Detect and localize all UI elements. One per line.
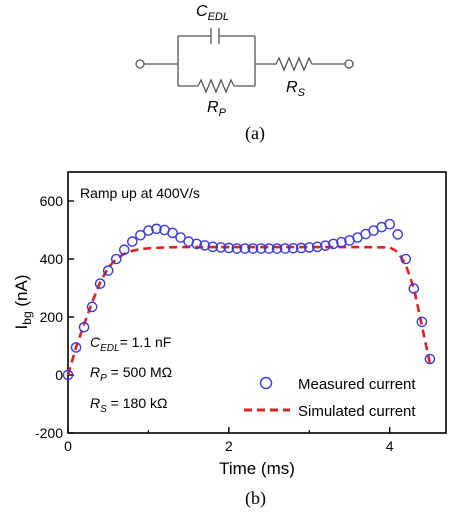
y-ticks: -200 0 200 400 600 <box>35 193 74 441</box>
measured-point <box>231 243 243 254</box>
rs-label: RS <box>286 79 306 99</box>
measured-point <box>135 229 146 241</box>
right-terminal <box>344 59 354 69</box>
measured-point <box>94 278 106 289</box>
param-rs: RS = 180 kΩ <box>90 395 167 415</box>
resistor-rs <box>255 56 345 72</box>
legend-measured-marker <box>259 376 273 390</box>
resistor-rp <box>178 78 255 94</box>
legend: Measured current Simulated current <box>244 376 416 420</box>
measured-series <box>62 218 436 381</box>
rp-label: RP <box>207 99 227 119</box>
measured-point <box>424 353 436 365</box>
measured-point <box>175 232 186 243</box>
legend-simulated-label: Simulated current <box>298 403 416 420</box>
measured-point <box>287 242 299 254</box>
measured-point <box>199 240 211 251</box>
param-rp: RP = 500 MΩ <box>90 364 172 384</box>
legend-measured-label: Measured current <box>298 376 416 393</box>
measured-point <box>167 227 178 239</box>
measured-point <box>384 218 396 230</box>
measured-point <box>320 240 331 251</box>
x-axis-label: Time (ms) <box>219 459 295 478</box>
y-tick-label: 200 <box>40 309 64 325</box>
left-terminal <box>135 59 145 69</box>
plot-frame <box>67 171 447 434</box>
measured-point <box>247 243 259 254</box>
measured-point <box>215 242 227 253</box>
caption-a: (a) <box>245 123 265 144</box>
circuit-diagram <box>135 28 354 94</box>
measured-point <box>416 316 428 328</box>
y-tick-label: 600 <box>40 193 64 209</box>
measured-point <box>263 243 275 254</box>
simulated-series <box>66 245 432 376</box>
measured-point <box>271 243 283 254</box>
param-cedl: CEDL= 1.1 nF <box>90 334 171 354</box>
measured-point <box>408 283 420 294</box>
y-tick-label: -200 <box>35 425 63 441</box>
x-ticks: 0 2 4 <box>64 427 394 454</box>
measured-point <box>191 238 202 250</box>
x-tick-label: 0 <box>64 438 72 454</box>
measured-point <box>223 242 235 254</box>
y-tick-label: 0 <box>55 367 63 383</box>
measured-point <box>392 229 404 240</box>
measured-point <box>118 244 130 256</box>
measured-point <box>102 265 114 276</box>
measured-point <box>328 238 339 250</box>
measured-point <box>255 243 267 254</box>
measured-point <box>143 225 154 236</box>
x-tick-label: 4 <box>386 438 394 454</box>
measured-point <box>207 241 219 253</box>
x-tick-label: 2 <box>225 438 233 454</box>
caption-b: (b) <box>245 488 266 509</box>
measured-point <box>312 241 323 253</box>
measured-point <box>239 243 251 254</box>
measured-point <box>400 253 412 265</box>
cap-label: CEDL <box>196 3 229 23</box>
measured-point <box>70 342 82 353</box>
measured-point <box>279 243 291 254</box>
simulated-line <box>66 245 432 376</box>
measured-point <box>86 301 98 313</box>
measured-point <box>127 236 138 247</box>
measured-point <box>295 242 307 254</box>
measured-point <box>303 242 315 253</box>
measured-point <box>336 236 347 248</box>
measured-point <box>110 253 122 265</box>
measured-point <box>62 369 74 381</box>
measured-point <box>78 321 90 333</box>
y-tick-label: 400 <box>40 251 64 267</box>
chart-annotation: Ramp up at 400V/s <box>80 185 200 201</box>
parameters-block: CEDL= 1.1 nF RP = 500 MΩ RS = 180 kΩ <box>90 334 172 415</box>
measured-point <box>151 223 162 235</box>
y-axis-label: Ibg (nA) <box>12 275 34 330</box>
